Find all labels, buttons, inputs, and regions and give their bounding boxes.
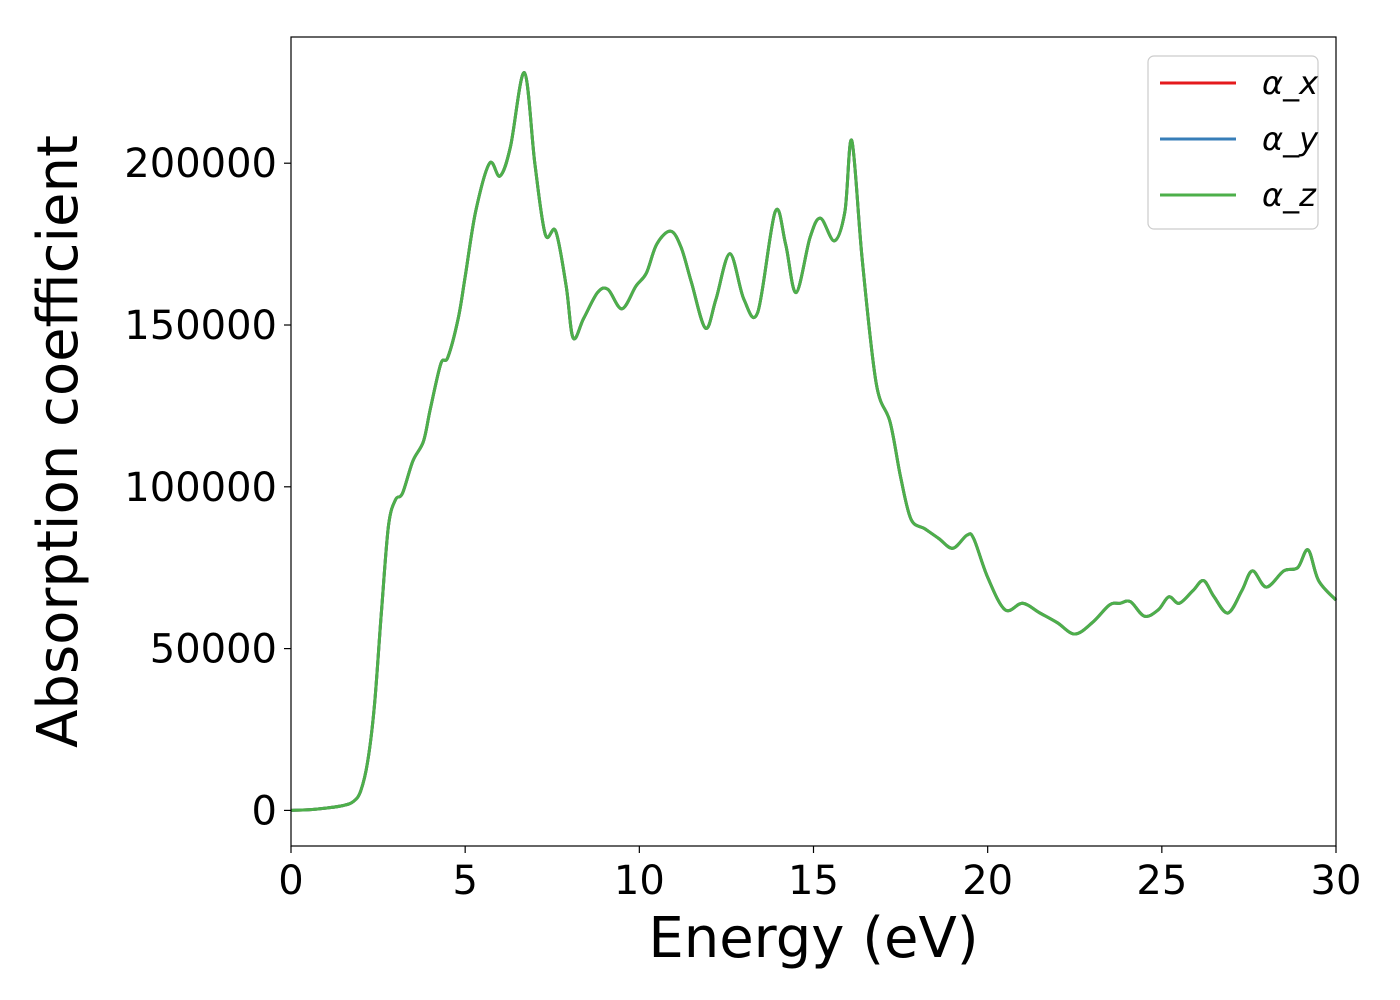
x-tick-label: 10 [614,858,665,904]
x-tick-label: 20 [962,858,1013,904]
y-tick-label: 100000 [124,465,277,511]
x-tick-label: 15 [788,858,839,904]
y-axis-label: Absorption coefficient [26,135,91,748]
x-tick-label: 5 [452,858,477,904]
series-layer [290,71,1338,812]
y-tick-label: 50000 [150,627,277,673]
legend-label-2: α_y [1262,120,1319,158]
x-tick-label: 25 [1136,858,1187,904]
legend-label-1: α_x [1262,64,1319,102]
series-line-3 [290,71,1338,812]
y-tick-label: 200000 [124,141,277,187]
legend-box [1147,55,1319,230]
x-axis-ticks: 0 5 10 15 20 25 30 [278,846,1361,904]
legend-label-3: α_z [1262,176,1317,214]
y-tick-label: 150000 [124,303,277,349]
x-axis-label: Energy (eV) [648,906,978,971]
y-tick-label: 0 [252,788,277,834]
legend: α_x α_y α_z [1147,55,1319,230]
x-tick-label: 30 [1311,858,1362,904]
x-tick-label: 0 [278,858,303,904]
y-axis-ticks: 0 50000 100000 150000 200000 [124,141,291,834]
